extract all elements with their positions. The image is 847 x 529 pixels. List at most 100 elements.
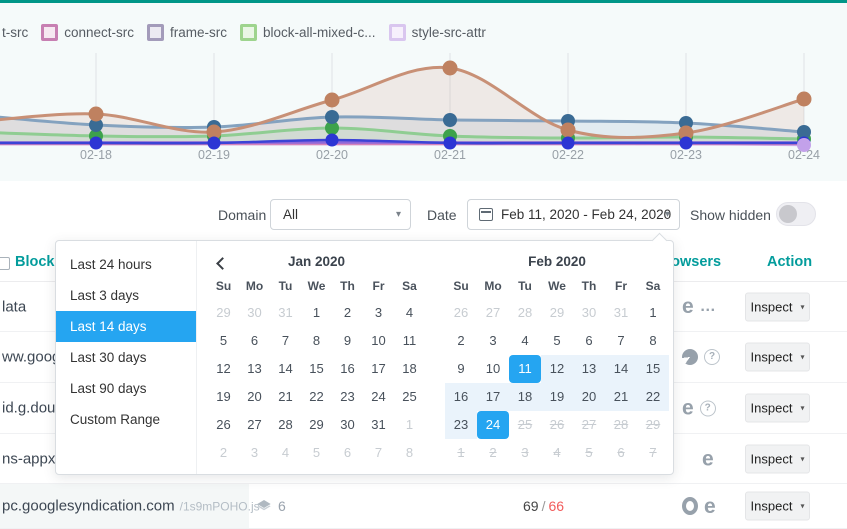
calendar-day[interactable]: 14 [278,361,293,376]
blocked-uri: pc.googlesyndication.com/1s9mPOHO.js [2,497,260,515]
chart-dot-steel-blue [797,125,811,139]
unknown-browser-icon: ? [699,400,716,416]
calendar-day: 8 [405,445,414,460]
calendar-day[interactable]: 23 [340,389,355,404]
inspect-button-label: Inspect [750,299,793,314]
calendar-day[interactable]: 25 [402,389,417,404]
chart-dot-tan [796,91,812,107]
preset-item[interactable]: Last 30 days [70,350,147,365]
calendar-day[interactable]: 1 [312,305,321,320]
calendar-day[interactable]: 17 [477,383,509,411]
calendar-day[interactable]: 27 [247,417,262,432]
calendar-day[interactable]: 8 [312,333,321,348]
preset-item[interactable]: Custom Range [70,412,161,427]
calendar-day[interactable]: 13 [247,361,262,376]
calendar-day[interactable]: 14 [605,355,637,383]
layers-icon [257,500,271,511]
legend-item[interactable]: block-all-mixed-c... [240,24,376,41]
preset-item[interactable]: Last 14 days [56,311,196,342]
chart-dot-royal-blue [89,136,103,150]
calendar-day[interactable]: 21 [278,389,293,404]
domain-select[interactable]: All ▾ [270,199,411,230]
calendar-day[interactable]: 21 [605,383,637,411]
calendar-day[interactable]: 17 [371,361,386,376]
legend-item[interactable]: frame-src [147,24,227,41]
calendar-day[interactable]: 3 [374,305,383,320]
calendar-day[interactable]: 4 [405,305,414,320]
calendar-day: 3 [250,445,259,460]
calendar-day: 26 [549,417,565,432]
legend-item[interactable]: connect-src [41,24,134,41]
legend-swatch-icon [147,24,165,41]
calendar-day[interactable]: 19 [541,383,573,411]
weekday-label: Sa [645,279,661,293]
blocked-uri: lata [2,298,27,315]
calendar-day[interactable]: 1 [649,305,657,320]
calendar-day[interactable]: 8 [649,333,657,348]
table-row: ns-appx-w e Inspect ▾ [0,434,847,484]
preset-item[interactable]: Last 3 days [70,288,140,303]
calendar-day: 2 [219,445,228,460]
inspect-button-label: Inspect [750,349,793,365]
inspect-button[interactable]: Inspect ▾ [745,491,810,521]
calendar-day[interactable]: 2 [457,333,465,348]
show-hidden-toggle[interactable] [776,202,816,226]
calendar-day[interactable]: 6 [250,333,259,348]
calendar-day[interactable]: 6 [585,333,593,348]
preset-item[interactable]: Last 24 hours [70,257,152,272]
inspect-button[interactable]: Inspect ▾ [745,292,810,321]
calendar-day[interactable]: 31 [371,417,386,432]
legend-label: style-src-attr [411,25,486,40]
calendar-day[interactable]: 9 [457,361,465,376]
calendar-day[interactable]: 15 [309,361,324,376]
inspect-button[interactable]: Inspect ▾ [745,444,810,473]
calendar-day[interactable]: 19 [216,389,231,404]
calendar-day[interactable]: 18 [402,361,417,376]
calendar-day[interactable]: 9 [343,333,352,348]
calendar-day[interactable]: 15 [637,355,669,383]
calendar-day[interactable]: 12 [216,361,231,376]
calendar-day[interactable]: 10 [485,361,501,376]
legend-item[interactable]: t-src [2,25,28,40]
calendar-day[interactable]: 5 [553,333,561,348]
calendar-day[interactable]: 7 [617,333,625,348]
calendar-day: 1 [405,417,414,432]
chart-dot-steel-blue [325,110,339,124]
calendar-day[interactable]: 12 [541,355,573,383]
calendar-day[interactable]: 20 [573,383,605,411]
inspect-button[interactable]: Inspect ▾ [745,342,810,372]
calendar-day[interactable]: 22 [637,383,669,411]
calendar-day[interactable]: 24 [477,411,509,439]
calendar-day: 6 [617,445,625,460]
date-range-button[interactable]: Feb 11, 2020 - Feb 24, 2020 ▾ [467,199,680,230]
chevron-down-icon: ▾ [800,454,805,463]
calendar-day[interactable]: 16 [340,361,355,376]
calendar-day[interactable]: 28 [278,417,293,432]
calendar-day[interactable]: 7 [281,333,290,348]
calendar-day[interactable]: 5 [219,333,228,348]
calendar-day[interactable]: 18 [509,383,541,411]
calendar-day[interactable]: 30 [340,417,355,432]
weekday-label: Su [453,279,469,293]
calendar-day[interactable]: 13 [573,355,605,383]
calendar-day: 4 [281,445,290,460]
legend-item[interactable]: style-src-attr [388,24,486,41]
chart-dot-royal-blue [325,133,339,147]
preset-item[interactable]: Last 90 days [70,381,147,396]
calendar-day[interactable]: 16 [445,383,477,411]
inspect-button[interactable]: Inspect ▾ [745,393,810,423]
calendar-day[interactable]: 26 [216,417,231,432]
calendar-day[interactable]: 24 [371,389,386,404]
calendar-day[interactable]: 10 [371,333,386,348]
calendar-day[interactable]: 29 [309,417,324,432]
calendar-day[interactable]: 20 [247,389,262,404]
calendar-day[interactable]: 3 [489,333,497,348]
calendar-day[interactable]: 11 [402,333,417,348]
calendar-day[interactable]: 22 [309,389,324,404]
calendar-day[interactable]: 23 [445,411,477,439]
calendar-day[interactable]: 2 [343,305,352,320]
calendar-day[interactable]: 11 [509,355,541,383]
browsers-cell: e [682,496,716,517]
calendar-day[interactable]: 4 [521,333,529,348]
blocked-uri: id.g.doubl [2,399,68,417]
